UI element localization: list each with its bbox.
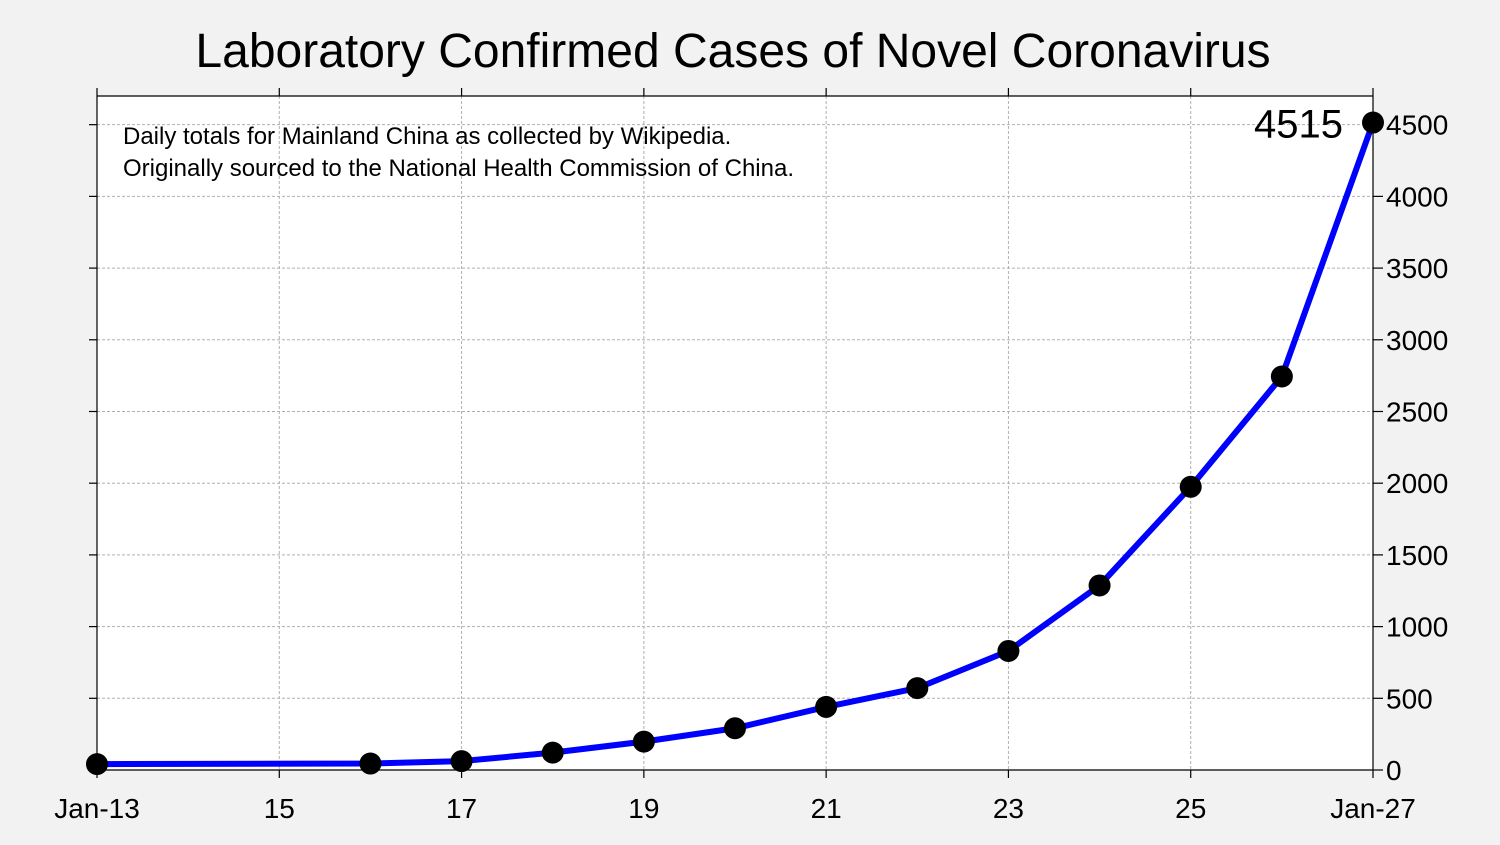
annotation-line-2: Originally sourced to the National Healt… [123, 155, 794, 182]
data-point-0 [86, 753, 108, 776]
grid [96, 96, 1374, 771]
data-point-6 [815, 695, 838, 718]
axes [96, 95, 1374, 771]
y-axis-ticks: 0 500 1000 1500 2000 2500 3000 3500 4000 4500 [89, 110, 1448, 786]
data-point-12 [1362, 111, 1384, 134]
data-point-3 [541, 741, 564, 764]
x-tick-label-4: 21 [811, 793, 842, 824]
data-point-8 [997, 639, 1020, 662]
y-tick-label-8: 4000 [1386, 181, 1448, 212]
y-tick-label-0: 0 [1386, 755, 1402, 786]
x-tick-label-3: 19 [628, 793, 659, 824]
x-axis-ticks: Jan-13 15 17 19 21 23 25 Jan-27 [54, 88, 1416, 824]
data-point-1 [359, 752, 382, 775]
data-point-7 [906, 677, 929, 700]
chart-title: Laboratory Confirmed Cases of Novel Coro… [195, 25, 1270, 78]
x-tick-label-1: 15 [264, 793, 295, 824]
data-point-5 [724, 717, 746, 740]
y-tick-label-3: 1500 [1386, 540, 1448, 571]
x-tick-label-2: 17 [446, 793, 477, 824]
x-tick-label-0: Jan-13 [54, 793, 140, 824]
y-tick-label-7: 3500 [1386, 253, 1448, 284]
data-point-4 [632, 730, 655, 753]
y-tick-label-6: 3000 [1386, 325, 1448, 356]
data-point-2 [450, 750, 473, 773]
annotation-line-1: Daily totals for Mainland China as colle… [123, 123, 731, 150]
x-tick-label-5: 23 [993, 793, 1024, 824]
series-points [86, 111, 1384, 776]
plot-area [97, 96, 1373, 770]
x-tick-label-6: 25 [1175, 793, 1206, 824]
data-point-11 [1270, 365, 1293, 388]
data-point-9 [1088, 574, 1111, 597]
y-tick-label-4: 2000 [1386, 468, 1448, 499]
y-tick-label-2: 1000 [1386, 612, 1448, 643]
y-tick-label-9: 4500 [1386, 110, 1448, 141]
y-tick-label-5: 2500 [1386, 396, 1448, 427]
last-value-label: 4515 [1254, 103, 1343, 147]
y-tick-label-1: 500 [1386, 683, 1433, 714]
x-tick-label-7: Jan-27 [1330, 793, 1416, 824]
data-point-10 [1179, 475, 1202, 498]
